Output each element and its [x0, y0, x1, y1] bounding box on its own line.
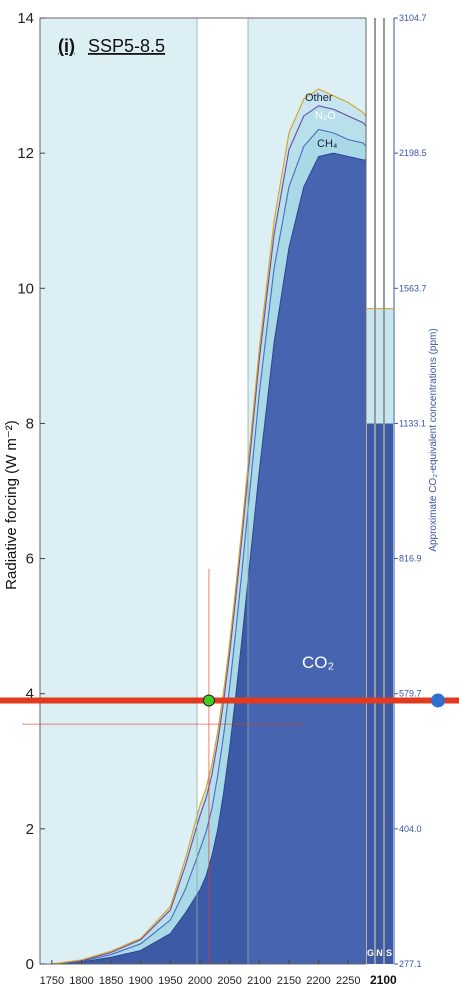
- right-tick-label: 277.1: [399, 959, 422, 969]
- x-tick-label: 2250: [336, 975, 360, 987]
- side-column-label: N: [376, 948, 383, 958]
- y-tick-label: 2: [26, 821, 34, 838]
- plot-frame: [39, 17, 367, 965]
- co2-line: [51, 152, 366, 965]
- chart-title: SSP5-8.5: [88, 36, 165, 56]
- x-tick-label: 1750: [40, 975, 64, 987]
- series-label-co2: CO₂: [302, 653, 334, 672]
- y-tick-label: 6: [26, 551, 34, 568]
- historical-shade: [40, 18, 197, 964]
- series-label-n2o: N₂O: [315, 110, 336, 122]
- y-tick-label: 8: [26, 415, 34, 432]
- x-tick-label: 2150: [277, 975, 301, 987]
- n2o-line: [51, 105, 367, 965]
- series-label-ch4: CH₄: [317, 138, 338, 150]
- y-tick-label: 12: [17, 145, 34, 162]
- highlight-overlay: [0, 568, 459, 964]
- x-tick-label: 2100: [247, 975, 271, 987]
- side-other-bar: [367, 308, 374, 424]
- y-tick-label: 14: [17, 10, 34, 27]
- side-other-bar: [385, 308, 393, 424]
- panel-label: (i): [58, 36, 75, 56]
- y-axis-left: 0 2 4 6 8 10 12 14: [17, 10, 45, 973]
- right-tick-label: 1133.1: [399, 418, 426, 428]
- stacked-areas: [51, 88, 366, 965]
- level-dot: [431, 693, 445, 708]
- y-axis-label: Radiative forcing (W m⁻²): [3, 420, 20, 590]
- y-tick-label: 10: [17, 280, 34, 297]
- side-column-label: G: [367, 948, 374, 958]
- other-line: [51, 88, 367, 965]
- x-axis: 1750 1800 1850 1900 1950 2000 2050 2100 2150 2200…: [40, 960, 360, 987]
- right-tick-label: 404.0: [399, 824, 422, 834]
- x-tick-label: 1950: [158, 975, 182, 987]
- side-column-label: S: [386, 948, 392, 958]
- side-co2-bar: [367, 423, 374, 964]
- y-axis-right: 3104.7 2198.5 1563.7 1133.1 816.9 579.7 404.0 2…: [393, 13, 427, 969]
- y-tick-label: 0: [26, 956, 34, 973]
- co2-area-future: [248, 153, 366, 964]
- right-tick-label: 816.9: [399, 554, 422, 564]
- side-x-label: 2100: [370, 973, 397, 987]
- side-co2-bar: [376, 423, 383, 964]
- series-lines: [51, 88, 367, 965]
- x-tick-label: 2000: [188, 975, 212, 987]
- right-tick-label: 3104.7: [399, 13, 427, 23]
- x-tick-label: 2050: [217, 975, 241, 987]
- y-tick-label: 4: [26, 686, 34, 703]
- series-label-other: Other: [305, 92, 333, 104]
- side-co2-bar: [385, 423, 393, 964]
- right-tick-label: 1563.7: [399, 283, 427, 293]
- ch4-line: [51, 128, 367, 965]
- side-other-bar: [376, 308, 383, 424]
- right-tick-label: 579.7: [399, 689, 422, 699]
- x-tick-label: 1800: [69, 975, 93, 987]
- x-tick-label: 2200: [306, 975, 330, 987]
- current-marker: [202, 694, 215, 707]
- x-tick-label: 1900: [129, 975, 153, 987]
- right-axis-label: Approximate CO₂-equivalent concentration…: [428, 328, 439, 551]
- right-tick-label: 2198.5: [399, 148, 427, 158]
- x-tick-label: 1850: [99, 975, 123, 987]
